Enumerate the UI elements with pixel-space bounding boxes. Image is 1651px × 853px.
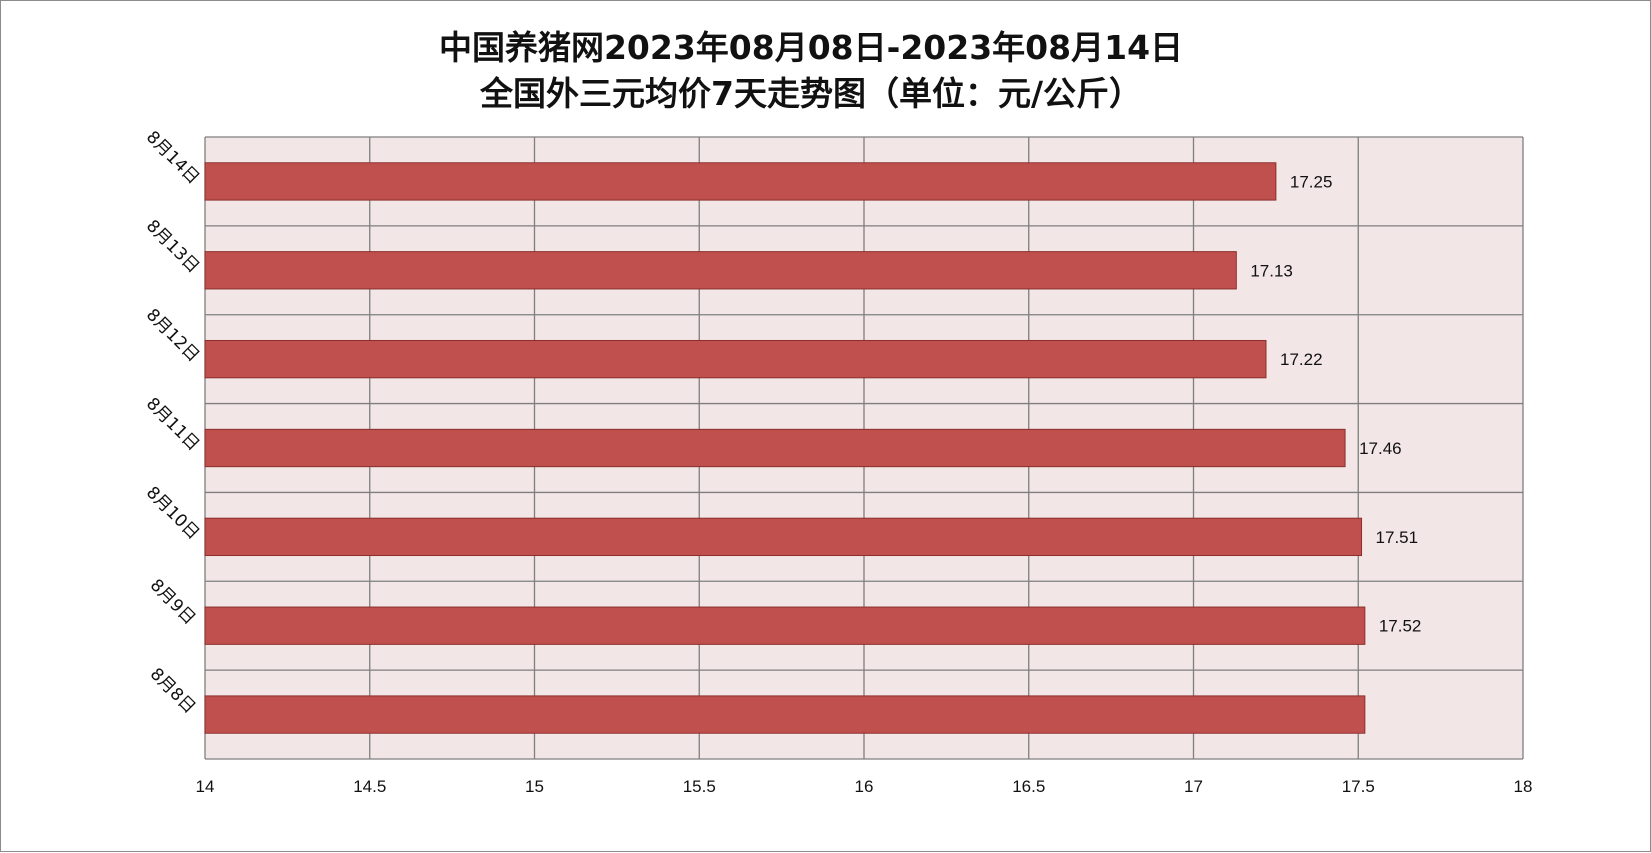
bar — [204, 251, 1237, 290]
x-tick-label: 15 — [525, 777, 544, 796]
bars — [204, 162, 1366, 734]
x-tick-label: 16.5 — [1012, 777, 1045, 796]
bar — [204, 339, 1267, 379]
category-label: 8月10日 — [142, 483, 203, 544]
category-label: 8月11日 — [142, 394, 203, 455]
category-label: 8月14日 — [142, 127, 203, 188]
x-tick-label: 18 — [1514, 777, 1533, 796]
data-labels: 17.52 17.51 17.46 17.22 17.13 17.25 — [1250, 172, 1421, 635]
bar — [204, 517, 1363, 557]
bar — [204, 695, 1366, 734]
x-tick-label: 14 — [196, 777, 215, 796]
x-tick-label: 15.5 — [683, 777, 716, 796]
category-label: 8月12日 — [142, 305, 203, 366]
x-tick-label: 14.5 — [353, 777, 386, 796]
y-axis-categories: 8月8日 8月9日 8月10日 8月11日 8月12日 8月13日 8月14日 — [142, 127, 203, 717]
category-label: 8月8日 — [146, 664, 199, 717]
chart-title: 中国养猪网2023年08月08日-2023年08月14日 — [439, 28, 1183, 67]
bar — [204, 162, 1277, 201]
x-tick-label: 16 — [855, 777, 874, 796]
data-label: 17.51 — [1376, 528, 1419, 547]
x-tick-label: 17 — [1184, 777, 1203, 796]
data-label: 17.25 — [1290, 172, 1333, 191]
category-label: 8月13日 — [142, 216, 203, 277]
data-label: 17.46 — [1359, 439, 1402, 458]
bar — [204, 606, 1366, 645]
category-label: 8月9日 — [146, 575, 199, 628]
gridlines — [204, 136, 1524, 760]
data-label: 17.52 — [1379, 617, 1422, 636]
data-label: 17.22 — [1280, 350, 1323, 369]
x-axis-ticks: 14 14.5 15 15.5 16 16.5 17 17.5 18 — [196, 777, 1533, 796]
chart-subtitle: 全国外三元均价7天走势图（单位：元/公斤） — [479, 74, 1142, 113]
bar — [204, 428, 1346, 468]
x-tick-label: 17.5 — [1342, 777, 1375, 796]
data-label: 17.13 — [1250, 261, 1293, 280]
